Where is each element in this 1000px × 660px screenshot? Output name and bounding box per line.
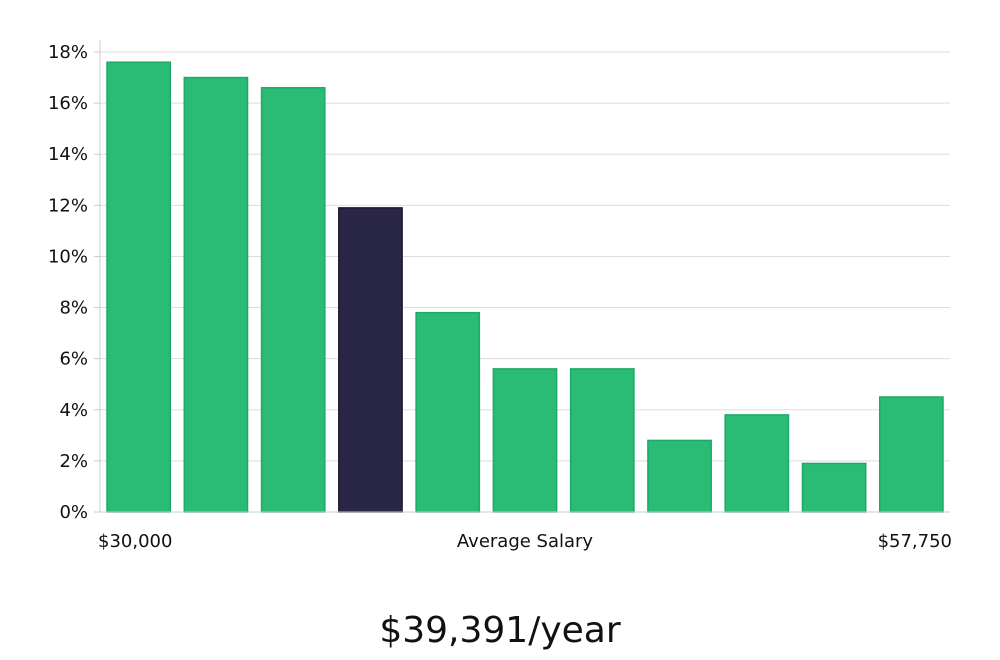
histogram-bar [569,368,635,513]
y-tick-label: 10% [48,246,88,267]
bars [106,61,944,513]
y-tick-label: 16% [48,93,88,114]
y-tick-label: 12% [48,195,88,216]
histogram-bar [724,414,790,513]
histogram-bar [801,462,867,513]
histogram-bar [183,76,249,513]
y-tick-label: 14% [48,144,88,165]
y-tick-label: 0% [59,502,88,523]
histogram-bar [106,61,172,513]
histogram-bar [878,396,944,513]
histogram-bar [260,87,326,513]
histogram-bar [647,439,712,513]
x-end-label: $57,750 [878,531,952,552]
histogram-svg: 0% 2% 4% 6% 8% 10% 12% 14% 16% 18% $30,000 Average … [48,40,952,552]
histogram-bar [415,311,481,513]
average-salary-value: $39,391/year [379,610,621,651]
x-start-label: $30,000 [98,531,172,552]
axis-labels: 0% 2% 4% 6% 8% 10% 12% 14% 16% 18% $30,000 Average … [48,42,952,552]
y-tick-label: 18% [48,42,88,63]
histogram-bar-highlighted [338,207,403,513]
y-tick-label: 8% [59,298,88,319]
y-tick-label: 2% [59,451,88,472]
histogram-bar [492,368,558,513]
axes [94,40,950,513]
x-center-label: Average Salary [457,531,594,552]
y-tick-label: 4% [59,400,88,421]
y-tick-label: 6% [59,349,88,370]
